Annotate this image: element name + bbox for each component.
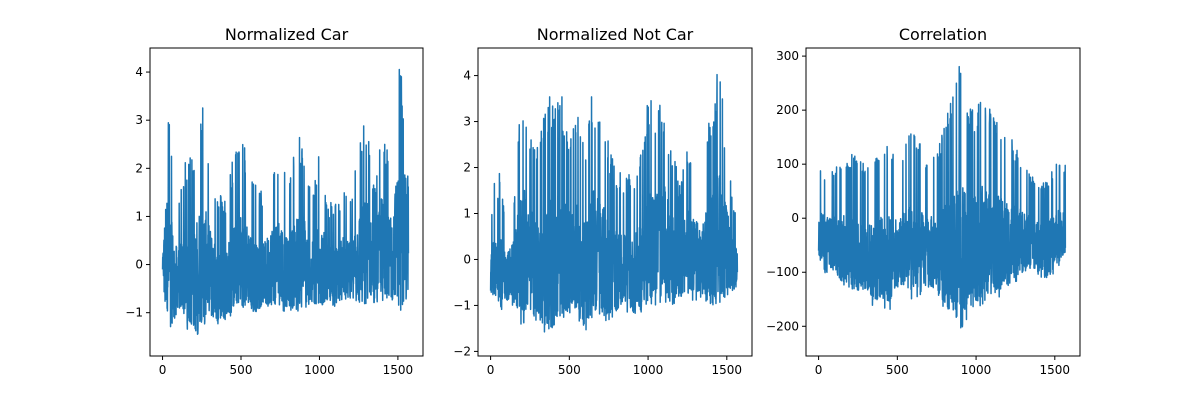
chart-title: Normalized Car [225,25,349,44]
x-tick-label: 1500 [712,363,743,377]
y-tick-label: 2 [463,161,471,175]
y-tick-label: −100 [766,265,799,279]
plot-area [161,68,410,335]
chart-title: Normalized Not Car [537,25,694,44]
x-tick-label: 1000 [961,363,992,377]
y-tick-label: 300 [776,49,799,63]
y-tick-label: −2 [453,344,471,358]
y-tick-label: 3 [463,115,471,129]
y-tick-label: 4 [463,69,471,83]
x-tick-label: 0 [487,363,495,377]
series-line [161,68,410,335]
y-tick-label: 2 [135,161,143,175]
y-tick-label: 0 [791,211,799,225]
y-tick-label: 0 [463,252,471,266]
axes-frame [805,47,1081,357]
x-tick-label: 1500 [383,363,414,377]
chart-panel-normalized-not-car: Normalized Not Car 0 500 1000 1500 −2 −1 0 1 2 3 4 [453,25,753,377]
plot-area [817,65,1067,329]
y-tick-label: −200 [766,319,799,333]
plot-area [489,73,739,333]
x-tick-label: 1500 [1040,363,1071,377]
y-tick-label: 1 [135,209,143,223]
x-tick-label: 0 [815,363,823,377]
x-tick-label: 500 [558,363,581,377]
y-tick-label: 1 [463,206,471,220]
chart-title: Correlation [899,25,987,44]
x-tick-label: 1000 [633,363,664,377]
y-tick-label: −1 [125,306,143,320]
x-tick-label: 500 [230,363,253,377]
chart-panel-normalized-car: Normalized Car 0 500 1000 1500 −1 0 1 2 3 4 [125,25,424,377]
y-tick-label: 4 [135,65,143,79]
chart-panel-correlation: Correlation 0 500 1000 1500 −200 −100 0 100 200 3… [766,25,1081,377]
x-tick-label: 1000 [304,363,335,377]
x-tick-label: 0 [159,363,167,377]
axes-frame [477,47,753,357]
y-tick-label: 200 [776,103,799,117]
axes-frame [149,47,424,357]
y-tick-label: 0 [135,258,143,272]
x-tick-label: 500 [886,363,909,377]
series-line [817,65,1067,329]
y-tick-label: −1 [453,298,471,312]
series-line [489,73,739,333]
y-tick-label: 3 [135,113,143,127]
y-tick-label: 100 [776,157,799,171]
